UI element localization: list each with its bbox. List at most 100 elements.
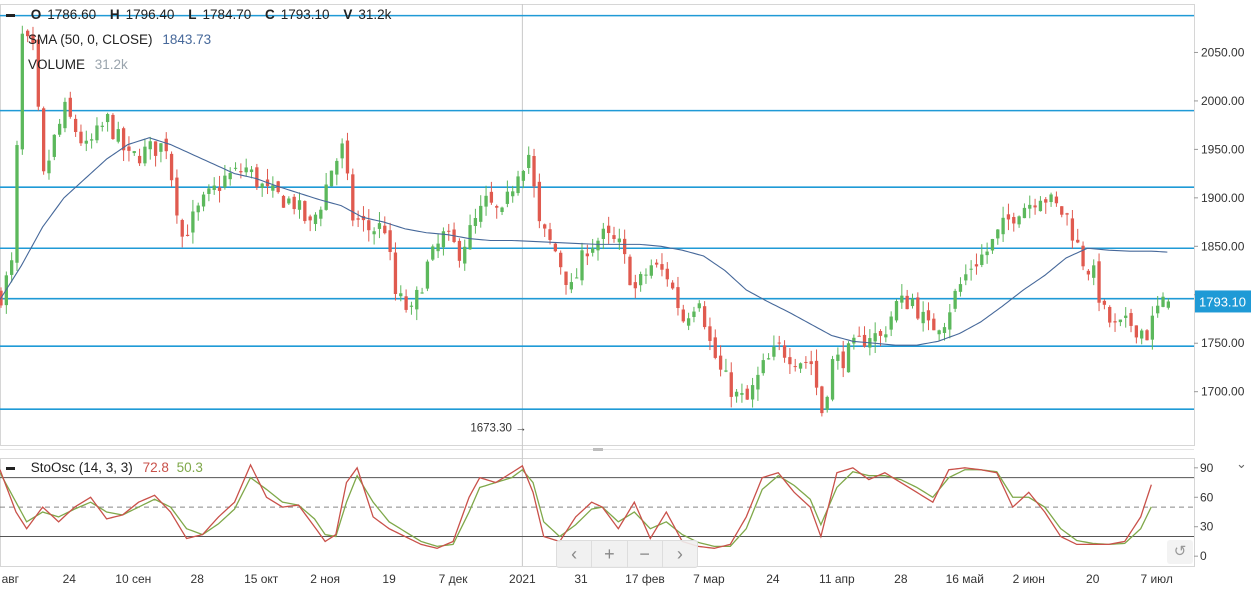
candle-body [319, 209, 323, 219]
candle-body [100, 125, 104, 127]
candle-body [953, 290, 957, 309]
candle-body [537, 181, 542, 222]
price-tick-label: 1900.00 [1201, 191, 1245, 205]
candle-body [990, 238, 995, 251]
candle-body [559, 252, 563, 268]
candle-body [793, 366, 797, 368]
candle-body [239, 171, 243, 173]
stochastic-legend: StoOsc (14, 3, 3) 72.8 50.3 [6, 460, 203, 475]
candle-body [841, 351, 845, 369]
stochastic-tick-label: 30 [1200, 520, 1214, 534]
candle-body [980, 254, 984, 265]
candle-body [569, 282, 574, 290]
candle-body [180, 219, 184, 237]
candle-body [361, 215, 366, 221]
candle-body [905, 295, 909, 310]
candle-body [1150, 315, 1155, 340]
candle-body [1081, 245, 1085, 267]
candle-body [836, 354, 840, 361]
candle-body [830, 359, 835, 400]
candle-body [543, 224, 547, 229]
candle-body [484, 195, 488, 207]
high-key: H [109, 7, 120, 22]
x-tick-label: 17 фев [625, 572, 665, 586]
candle-body [255, 167, 259, 188]
close-value: 1793.10 [280, 7, 330, 22]
candle-body [809, 361, 813, 365]
chevron-down-icon[interactable]: ⌄ [1236, 456, 1247, 471]
candle-body [127, 146, 131, 151]
candle-body [628, 256, 632, 286]
sma-value: 1843.73 [162, 32, 212, 47]
stochastic-d-value: 50.3 [176, 460, 203, 475]
candle-body [788, 357, 792, 365]
candle-body [948, 312, 952, 330]
horizontal-levels[interactable] [0, 14, 1194, 410]
collapse-icon[interactable] [6, 13, 15, 17]
candle-body [633, 282, 637, 289]
x-tick-label: 7 мар [693, 572, 725, 586]
candle-body [111, 114, 115, 140]
candle-body [702, 306, 707, 328]
candle-body [169, 153, 174, 181]
x-tick-label: 6 авг [0, 572, 20, 586]
candle-body [287, 198, 291, 204]
candle-body [825, 396, 829, 410]
candle-body [1070, 218, 1075, 241]
candle-body [937, 330, 941, 335]
candle-body [153, 141, 158, 156]
candle-body [95, 125, 99, 141]
candle-body [665, 268, 669, 280]
scroll-left-button[interactable]: ‹ [557, 541, 593, 567]
scroll-right-button[interactable]: › [676, 544, 683, 564]
candle-body [660, 264, 664, 270]
zoom-in-button[interactable]: + [592, 541, 628, 567]
collapse-icon[interactable] [6, 466, 15, 470]
candle-body [212, 185, 216, 190]
candle-body [1054, 196, 1059, 204]
candle-body [996, 229, 1000, 239]
reset-chart-button[interactable]: ↺ [1167, 540, 1193, 564]
candle-body [25, 30, 30, 37]
candle-body [942, 327, 947, 333]
stochastic-d-line [0, 468, 1152, 548]
candle-body [244, 167, 248, 173]
candle-body [1001, 217, 1005, 235]
candle-body [974, 264, 979, 267]
candle-body [399, 293, 403, 297]
candle-body [969, 268, 973, 270]
x-tick-label: 2 ноя [310, 572, 340, 586]
candle-body [644, 274, 648, 276]
candle-body [766, 358, 771, 360]
stochastic-label: StoOsc (14, 3, 3) [30, 460, 133, 475]
candle-body [20, 33, 24, 150]
candle-body [383, 225, 387, 234]
candle-body [921, 311, 925, 324]
candle-body [777, 342, 781, 344]
x-tick-label: 7 июл [1140, 572, 1172, 586]
x-tick-label: 7 дек [439, 572, 469, 586]
sma-legend[interactable]: SMA (50, 0, CLOSE) 1843.73 [28, 32, 211, 47]
candle-body [1166, 301, 1171, 308]
candle-body [1006, 214, 1011, 220]
candle-body [105, 114, 110, 123]
candle-body [553, 243, 558, 252]
candle-body [57, 123, 62, 135]
stochastic-k-value: 72.8 [142, 460, 169, 475]
close-key: C [265, 7, 275, 22]
zoom-out-button[interactable]: − [628, 541, 663, 567]
x-tick-label: 15 окт [244, 572, 279, 586]
candle-body [617, 238, 621, 243]
sma-line-layer: 1673.30 → [0, 137, 1168, 435]
candle-body [958, 284, 963, 292]
candle-body [1156, 305, 1160, 314]
volume-legend[interactable]: VOLUME 31.2k [28, 57, 128, 72]
candle-body [495, 206, 499, 208]
sma-line [0, 137, 1168, 346]
candle-body [862, 334, 867, 347]
candle-body [79, 131, 83, 144]
candle-body [1086, 270, 1091, 275]
volume-key: V [343, 7, 353, 22]
candle-body [372, 231, 376, 235]
